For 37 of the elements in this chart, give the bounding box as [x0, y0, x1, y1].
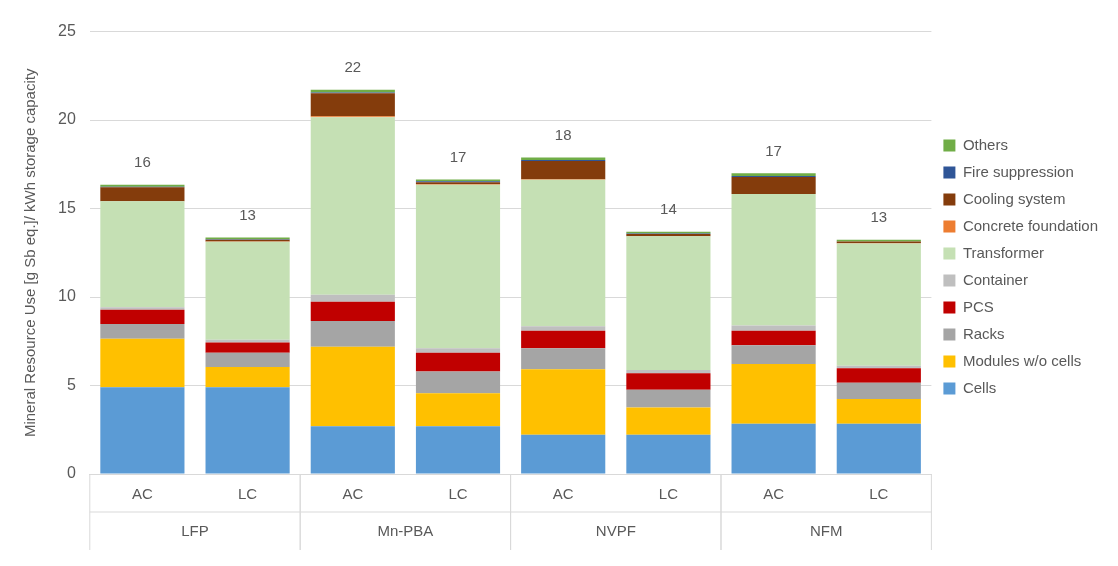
legend-label: PCS	[962, 297, 994, 315]
legend-label: Container	[962, 270, 1028, 288]
total-label: 14	[660, 200, 677, 218]
y-tick-label: 0	[66, 464, 76, 482]
total-label: 22	[344, 58, 362, 76]
x-tick-label: LC	[238, 485, 258, 503]
x-tick-label: AC	[763, 485, 785, 503]
x-tick-label: LC	[658, 485, 679, 503]
total-label: 17	[765, 141, 782, 159]
legend-label: Concrete foundation	[962, 216, 1099, 234]
text: LFP	[181, 522, 209, 540]
x-tick-label: LC	[448, 485, 468, 503]
total-label: 13	[870, 208, 888, 226]
text: Mn-PBA	[377, 522, 434, 540]
x-tick-label: AC	[342, 485, 364, 503]
y-tick-label: 15	[58, 198, 76, 216]
x-tick-label: AC	[552, 485, 574, 503]
y-tick-label: 5	[66, 375, 76, 393]
y-axis-title: Mineral Resource Use [g Sb eq.]/ kWh storage capacity	[21, 68, 39, 438]
legend-label: Cooling system	[962, 189, 1066, 207]
total-label: 13	[239, 206, 256, 224]
legend-label: Modules w/o cells	[962, 351, 1082, 369]
y-tick-label: 25	[58, 22, 76, 40]
total-label: 17	[449, 148, 467, 166]
text: NFM	[809, 522, 843, 540]
legend-label: Racks	[962, 324, 1005, 342]
text: NVPF	[595, 522, 636, 540]
x-tick-label: AC	[131, 485, 153, 503]
legend-label: Cells	[962, 378, 997, 396]
y-tick-label: 10	[58, 287, 76, 305]
y-tick-label: 20	[58, 110, 76, 128]
legend-label: Fire suppression	[962, 162, 1074, 180]
total-label: 18	[554, 126, 572, 144]
legend-label: Others	[962, 135, 1008, 153]
legend-label: Transformer	[962, 243, 1045, 261]
total-label: 16	[134, 153, 151, 171]
x-tick-label: LC	[869, 485, 889, 503]
